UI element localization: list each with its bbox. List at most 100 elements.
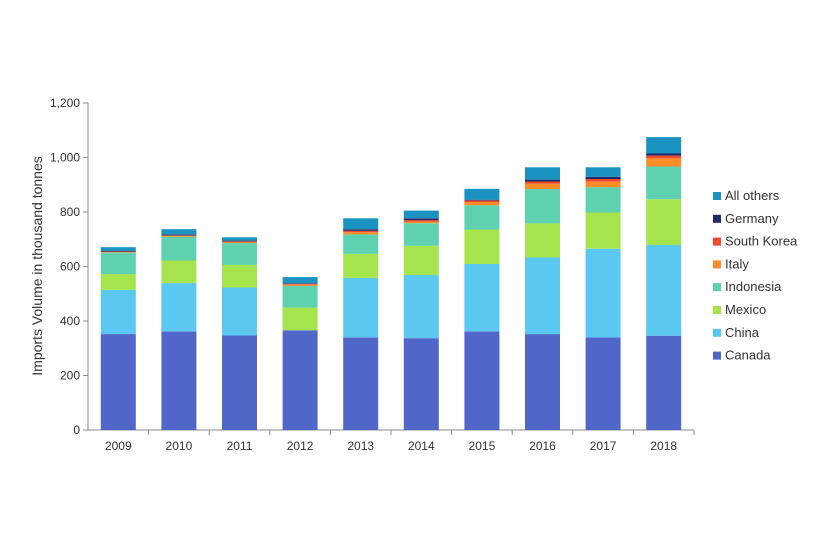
legend-label: Mexico [725,302,766,317]
y-tick-label: 600 [60,260,80,274]
bar-segment-germany-2012 [282,283,318,284]
legend-label: Indonesia [725,279,782,294]
bars [100,137,682,430]
bar-segment-indonesia-2010 [161,236,197,261]
bar-segment-indonesia-2017 [585,187,621,213]
bar-segment-indonesia-2012 [282,285,318,308]
y-axis-title: Imports Volume in thousand tonnes [29,156,45,375]
bar-segment-mexico-2011 [222,264,257,288]
bar-segment-mexico-2014 [403,245,439,275]
legend-swatch [713,283,721,292]
bar-segment-germany-2016 [525,179,560,182]
bar-segment-all-others-2014 [403,210,439,219]
bar-segment-south-korea-2014 [403,220,439,222]
bar-segment-italy-2013 [343,232,379,235]
bar-segment-canada-2014 [403,338,439,430]
bar-segment-canada-2009 [100,334,136,430]
x-tick-label: 2016 [529,439,556,453]
x-tick-label: 2009 [105,439,132,453]
bar-segment-china-2015 [464,264,500,332]
y-tick-label: 0 [73,423,80,437]
bar-segment-china-2017 [585,248,621,338]
bar-segment-all-others-2018 [646,137,682,154]
y-tick-label: 1,000 [50,151,80,165]
legend-label: Germany [725,211,779,226]
bar-segment-south-korea-2017 [585,179,621,182]
bar-segment-germany-2013 [343,229,379,231]
bar-segment-germany-2010 [161,234,197,236]
y-tick-label: 1,200 [50,96,80,110]
bar-segment-mexico-2013 [343,254,379,278]
legend-swatch [713,306,721,314]
bar-segment-south-korea-2013 [343,230,379,233]
legend: All others Germany South Korea Italy Indones… [713,188,798,363]
bar-segment-all-others-2010 [161,229,197,235]
bar-segment-mexico-2016 [525,223,560,258]
legend-swatch [713,328,721,337]
x-tick-label: 2012 [287,439,314,453]
x-tick-label: 2013 [347,439,374,453]
bar-segment-italy-2009 [100,252,136,253]
bar-segment-italy-2012 [282,284,318,286]
bar-segment-canada-2010 [161,331,197,430]
bar-segment-italy-2014 [403,221,439,224]
tick-labels: 0 200 400 600 800 1,000 1,200 2009 2010 2011 2012 2… [50,96,677,453]
bar-segment-all-others-2015 [464,188,500,200]
bar-segment-indonesia-2015 [464,205,500,230]
bar-segment-south-korea-2009 [100,251,136,252]
bar-segment-mexico-2018 [646,199,682,245]
legend-label: China [725,325,760,340]
bar-segment-indonesia-2009 [100,252,136,275]
bar-segment-south-korea-2018 [646,155,682,159]
bar-segment-china-2010 [161,283,197,332]
bar-segment-south-korea-2016 [525,181,560,184]
bar-segment-all-others-2017 [585,167,621,177]
bar-segment-south-korea-2015 [464,200,500,202]
bar-segment-germany-2011 [222,240,257,242]
y-tick-label: 400 [60,314,80,328]
legend-swatch [713,351,721,360]
bar-segment-canada-2013 [343,337,379,430]
legend-label: All others [725,188,780,203]
bar-segment-italy-2017 [585,181,621,188]
y-tick-label: 200 [60,369,80,383]
bar-segment-mexico-2009 [100,274,136,290]
bar-segment-china-2016 [525,257,560,335]
bar-segment-china-2011 [222,287,257,336]
bar-segment-italy-2011 [222,242,257,244]
x-tick-label: 2018 [650,439,677,453]
bar-segment-germany-2009 [100,251,136,252]
bar-segment-canada-2018 [646,335,682,430]
x-tick-label: 2011 [227,439,253,453]
legend-label: Canada [725,348,771,363]
bar-segment-all-others-2009 [100,247,136,251]
bar-segment-italy-2016 [525,183,560,190]
bar-segment-all-others-2012 [282,277,318,284]
bar-segment-china-2009 [100,289,136,334]
bar-segment-indonesia-2018 [646,166,682,200]
bar-segment-all-others-2013 [343,218,379,230]
legend-swatch [713,214,721,223]
bar-segment-indonesia-2014 [403,223,439,246]
x-tick-label: 2015 [469,439,496,453]
bar-segment-china-2013 [343,277,379,338]
bar-segment-china-2018 [646,245,682,336]
bar-segment-indonesia-2013 [343,234,379,254]
bar-segment-south-korea-2011 [222,241,257,242]
bar-segment-germany-2018 [646,153,682,156]
bar-segment-indonesia-2016 [525,189,560,224]
bar-segment-mexico-2012 [282,307,318,331]
legend-swatch [713,260,721,269]
bar-segment-canada-2017 [585,337,621,430]
bar-segment-mexico-2015 [464,229,500,264]
bar-segment-indonesia-2011 [222,243,257,265]
bar-segment-canada-2012 [282,330,318,430]
x-tick-label: 2010 [166,439,193,453]
bar-segment-south-korea-2012 [282,283,318,285]
bar-segment-mexico-2017 [585,212,621,249]
bar-segment-mexico-2010 [161,260,197,284]
bar-segment-germany-2015 [464,199,500,201]
bar-segment-canada-2011 [222,335,257,430]
